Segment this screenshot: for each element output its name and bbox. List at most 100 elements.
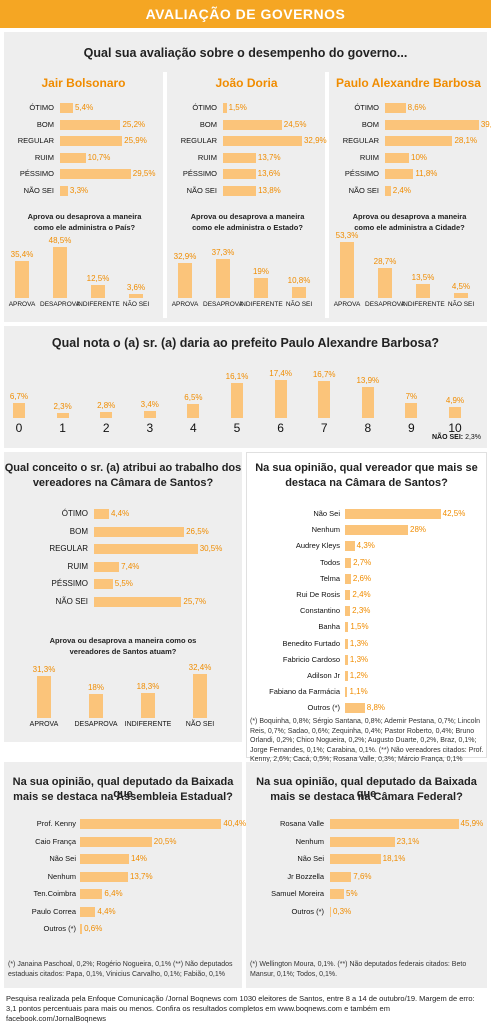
bar-value-label: 0,3% bbox=[333, 906, 352, 916]
bar-category-label: Outros (*) bbox=[307, 703, 340, 713]
bar-value-label: 28,1% bbox=[454, 136, 478, 145]
bar bbox=[178, 263, 192, 298]
bar-category-label: Adilson Jr bbox=[307, 671, 340, 680]
bar bbox=[449, 407, 461, 418]
bar bbox=[187, 403, 200, 418]
bar-value-label: 7,6% bbox=[353, 871, 372, 881]
bar bbox=[60, 119, 121, 130]
bar-category-label: PÉSSIMO bbox=[19, 169, 54, 178]
bar-value-label: 10% bbox=[411, 152, 428, 162]
bar-value-label: 2,4% bbox=[392, 185, 411, 195]
bar-value-label: 19% bbox=[252, 267, 269, 277]
bar-category-label: 8 bbox=[364, 421, 372, 435]
bar bbox=[385, 152, 409, 163]
nota-panel bbox=[4, 326, 487, 448]
federal-note: (*) Wellington Moura, 0,1%. (**) Não dep… bbox=[250, 961, 467, 978]
bar bbox=[80, 836, 152, 847]
bar-category-label: DESAPROVA bbox=[365, 301, 405, 308]
bar-category-label: Fabricio Cardoso bbox=[282, 654, 340, 664]
bar bbox=[193, 674, 207, 718]
bar bbox=[100, 411, 113, 418]
bar-category-label: 0 bbox=[15, 421, 23, 435]
bar bbox=[330, 906, 331, 917]
bar bbox=[80, 889, 103, 899]
bar-category-label: Todos bbox=[319, 557, 340, 567]
bar-value-label: 28% bbox=[410, 525, 427, 535]
bar-category-label: APROVA bbox=[333, 301, 361, 308]
bar-category-label: Outros (*) bbox=[43, 924, 76, 933]
bar bbox=[223, 103, 227, 113]
bar-value-label: 14% bbox=[131, 854, 148, 863]
vereadores-aprova-question-1: Aprova ou desaprova a maneira como os bbox=[49, 636, 197, 645]
bar-value-label: 25,7% bbox=[183, 596, 207, 606]
bar bbox=[416, 283, 430, 298]
aprova-question-2: como ele administra o Estado? bbox=[192, 223, 303, 232]
bar bbox=[361, 387, 374, 418]
bar-value-label: 45,9% bbox=[460, 819, 484, 828]
bar-value-label: 6,4% bbox=[104, 889, 123, 898]
bar-category-label: Fabiano da Farmácia bbox=[269, 687, 340, 697]
bar-category-label: Benedito Furtado bbox=[282, 638, 340, 648]
bar-value-label: 11,8% bbox=[415, 169, 438, 178]
bar-category-label: BOM bbox=[361, 119, 379, 129]
candidate-name: Paulo Alexandre Barbosa bbox=[336, 76, 481, 90]
bar-value-label: 40,4% bbox=[223, 819, 247, 828]
bar-value-label: 25,2% bbox=[122, 119, 146, 129]
bar-category-label: PÉSSIMO bbox=[344, 169, 379, 178]
bar bbox=[330, 889, 344, 899]
bar-category-label: Caio França bbox=[35, 836, 76, 846]
bar-category-label: 9 bbox=[408, 421, 415, 435]
bar bbox=[223, 169, 256, 179]
bar-value-label: 18,3% bbox=[136, 682, 160, 692]
bar bbox=[378, 267, 392, 298]
bar bbox=[340, 242, 354, 298]
bar-value-label: 4,5% bbox=[451, 282, 471, 292]
bar-category-label: NÃO SEI bbox=[348, 185, 379, 195]
bar bbox=[80, 819, 222, 829]
bar-category-label: RUIM bbox=[34, 152, 54, 162]
bar-category-label: NÃO SEI bbox=[186, 185, 217, 195]
bar-value-label: 25,9% bbox=[124, 136, 147, 145]
bar bbox=[330, 836, 395, 847]
bar-category-label: RUIM bbox=[197, 152, 217, 162]
bar-value-label: 13,6% bbox=[257, 169, 281, 178]
federal-question-2: mais se destaca na Câmara Federal? bbox=[270, 791, 463, 803]
bar-value-label: 16,1% bbox=[225, 371, 249, 381]
bar-value-label: 32,9% bbox=[173, 252, 197, 262]
nota-nao-sei-value: 2,3% bbox=[465, 434, 482, 441]
bar-category-label: Rui De Rosis bbox=[296, 590, 340, 599]
bar bbox=[223, 119, 282, 130]
bar-category-label: APROVA bbox=[8, 301, 36, 308]
bar-category-label: DESAPROVA bbox=[203, 301, 243, 308]
bar-category-label: 7 bbox=[320, 421, 328, 435]
bar-value-label: 5,5% bbox=[114, 579, 133, 588]
separator bbox=[325, 72, 329, 318]
bar-category-label: NÃO SEI bbox=[55, 596, 88, 606]
bar-category-label: INDIFERENTE bbox=[239, 301, 283, 308]
bar bbox=[385, 136, 453, 146]
bar bbox=[94, 596, 182, 607]
bar-value-label: 18,1% bbox=[382, 854, 406, 863]
bar-value-label: 23,1% bbox=[396, 836, 420, 846]
federal-panel bbox=[246, 762, 487, 988]
bar bbox=[80, 854, 129, 864]
bar-value-label: 28,7% bbox=[373, 256, 397, 266]
bar-category-label: Nenhum bbox=[295, 836, 324, 846]
bar bbox=[223, 152, 256, 163]
destaque-question-2: destaca na Câmara de Santos? bbox=[285, 477, 448, 489]
bar-value-label: 1,1% bbox=[349, 687, 368, 697]
nota-nao-sei: NÃO SEI: 2,3% bbox=[432, 434, 481, 441]
bar bbox=[292, 286, 306, 298]
bar bbox=[94, 561, 120, 572]
bar-category-label: Constantino bbox=[299, 606, 340, 616]
bar-value-label: 1,5% bbox=[228, 103, 247, 112]
bar-category-label: INDIFERENTE bbox=[76, 301, 120, 308]
bar-category-label: 6 bbox=[277, 421, 284, 435]
destaque-panel bbox=[246, 452, 487, 758]
bar bbox=[345, 703, 365, 714]
bar-category-label: 2 bbox=[102, 421, 110, 435]
bar bbox=[274, 379, 287, 418]
bar bbox=[345, 687, 348, 698]
bar bbox=[37, 675, 51, 718]
bar bbox=[405, 402, 418, 418]
